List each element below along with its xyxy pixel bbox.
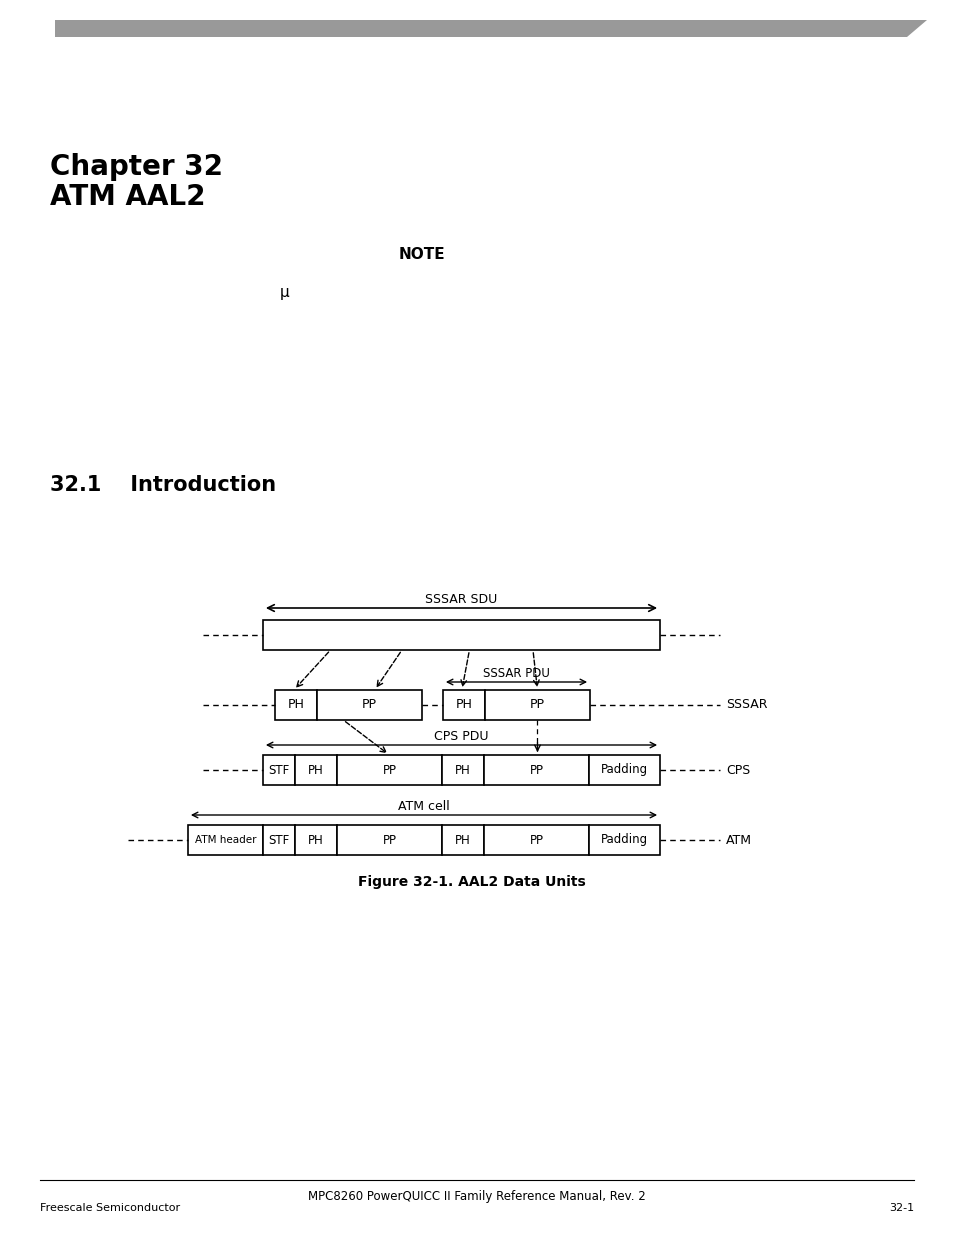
- Bar: [274, 690, 316, 720]
- Bar: [294, 755, 336, 785]
- Bar: [263, 825, 294, 855]
- Text: SSSAR: SSSAR: [725, 699, 767, 711]
- Text: Freescale Semiconductor: Freescale Semiconductor: [40, 1203, 180, 1213]
- Bar: [588, 755, 659, 785]
- Text: PP: PP: [382, 834, 396, 846]
- Text: 32.1    Introduction: 32.1 Introduction: [50, 475, 275, 495]
- Polygon shape: [55, 20, 926, 37]
- Text: PP: PP: [530, 699, 544, 711]
- Text: Padding: Padding: [600, 834, 647, 846]
- Text: PH: PH: [455, 834, 471, 846]
- Text: PP: PP: [529, 763, 543, 777]
- Text: Figure 32-1. AAL2 Data Units: Figure 32-1. AAL2 Data Units: [357, 876, 585, 889]
- Bar: [263, 755, 294, 785]
- Text: PH: PH: [308, 763, 323, 777]
- Text: STF: STF: [268, 763, 290, 777]
- Text: PH: PH: [308, 834, 323, 846]
- Text: PH: PH: [455, 763, 471, 777]
- Text: PP: PP: [382, 763, 396, 777]
- Text: NOTE: NOTE: [398, 247, 445, 262]
- Bar: [588, 825, 659, 855]
- Text: Chapter 32: Chapter 32: [50, 153, 223, 182]
- Text: PP: PP: [529, 834, 543, 846]
- Bar: [484, 690, 589, 720]
- Bar: [442, 690, 484, 720]
- Text: SSSAR SDU: SSSAR SDU: [425, 593, 497, 606]
- Bar: [441, 755, 483, 785]
- Text: PP: PP: [361, 699, 376, 711]
- Text: 32-1: 32-1: [888, 1203, 913, 1213]
- Bar: [294, 825, 336, 855]
- Bar: [483, 825, 588, 855]
- Text: SSSAR PDU: SSSAR PDU: [482, 667, 549, 680]
- Text: μ: μ: [280, 285, 290, 300]
- Text: CPS PDU: CPS PDU: [434, 730, 488, 743]
- Text: ATM cell: ATM cell: [397, 800, 450, 813]
- Text: Padding: Padding: [600, 763, 647, 777]
- Bar: [188, 825, 263, 855]
- Text: MPC8260 PowerQUICC II Family Reference Manual, Rev. 2: MPC8260 PowerQUICC II Family Reference M…: [308, 1191, 645, 1203]
- Bar: [316, 690, 421, 720]
- Text: PH: PH: [456, 699, 472, 711]
- Text: ATM: ATM: [725, 834, 751, 846]
- Bar: [441, 825, 483, 855]
- Text: CPS: CPS: [725, 763, 749, 777]
- Text: ATM AAL2: ATM AAL2: [50, 183, 205, 211]
- Text: PH: PH: [287, 699, 304, 711]
- Text: STF: STF: [268, 834, 290, 846]
- Bar: [336, 755, 441, 785]
- Bar: [483, 755, 588, 785]
- Bar: [263, 620, 659, 650]
- Bar: [336, 825, 441, 855]
- Text: ATM header: ATM header: [194, 835, 256, 845]
